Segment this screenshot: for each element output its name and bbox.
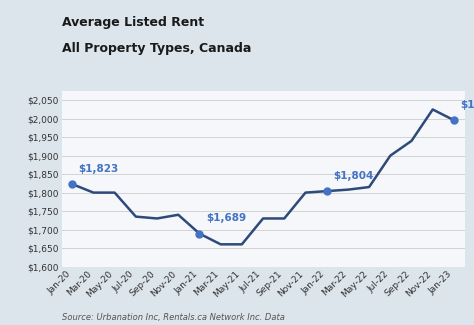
Text: $1,996: $1,996 (460, 100, 474, 110)
Text: $1,804: $1,804 (333, 171, 374, 181)
Text: All Property Types, Canada: All Property Types, Canada (62, 42, 251, 55)
Text: Source: Urbanation Inc, Rentals.ca Network Inc. Data: Source: Urbanation Inc, Rentals.ca Netwo… (62, 313, 284, 322)
Text: $1,823: $1,823 (79, 164, 119, 174)
Text: Average Listed Rent: Average Listed Rent (62, 16, 204, 29)
Text: $1,689: $1,689 (206, 213, 246, 223)
